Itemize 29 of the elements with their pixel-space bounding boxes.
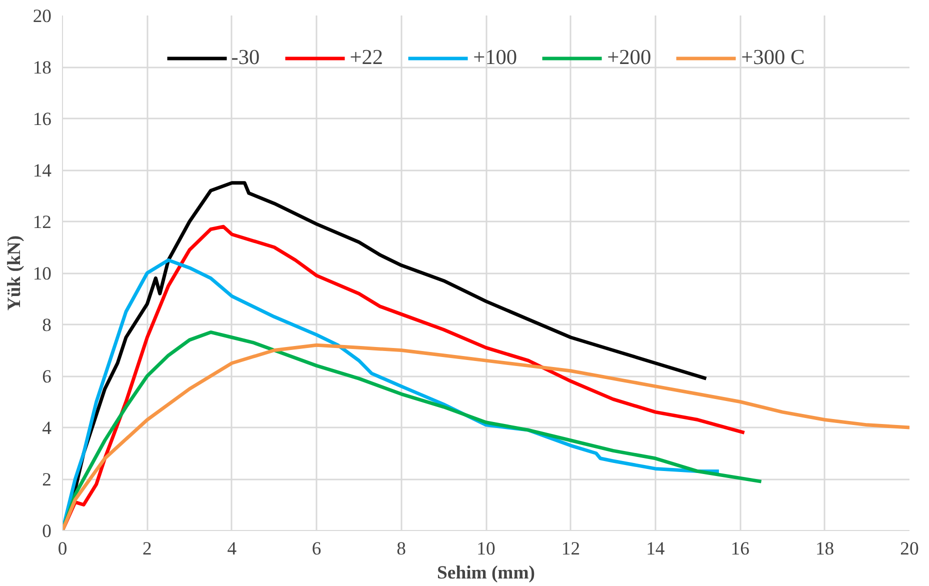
x-tick-label: 20 [900, 538, 919, 560]
y-tick-label: 18 [32, 58, 52, 78]
x-tick-label: 2 [142, 538, 152, 560]
y-tick-label: 6 [42, 366, 52, 388]
y-tick-label: 2 [42, 470, 52, 490]
y-axis-title: Yük (kN) [4, 235, 25, 311]
x-tick-label: 0 [58, 538, 68, 560]
y-tick-label: 8 [42, 315, 52, 336]
y-tick-label: 12 [32, 212, 52, 233]
legend-label: +100 [473, 45, 518, 70]
x-axis-title: Sehim (mm) [437, 562, 535, 584]
legend-label: +22 [350, 45, 384, 70]
x-tick-label: 12 [561, 538, 580, 560]
y-tick-label: 20 [32, 6, 52, 27]
y-tick-label: 16 [32, 109, 52, 130]
y-tick-label: 4 [42, 418, 52, 439]
y-tick-label: 10 [32, 264, 52, 284]
legend-label: -30 [231, 45, 260, 70]
y-tick-label: 14 [32, 160, 52, 182]
x-tick-label: 8 [396, 538, 406, 560]
legend-label: +300 C [741, 45, 805, 70]
x-tick-label: 6 [312, 538, 322, 560]
y-tick-label: 0 [42, 521, 52, 542]
x-tick-label: 14 [646, 538, 666, 560]
x-tick-label: 4 [227, 538, 238, 560]
x-tick-label: 16 [730, 538, 750, 560]
x-tick-label: 18 [815, 538, 834, 560]
x-tick-label: 10 [476, 538, 496, 560]
legend-label: +200 [607, 45, 652, 70]
